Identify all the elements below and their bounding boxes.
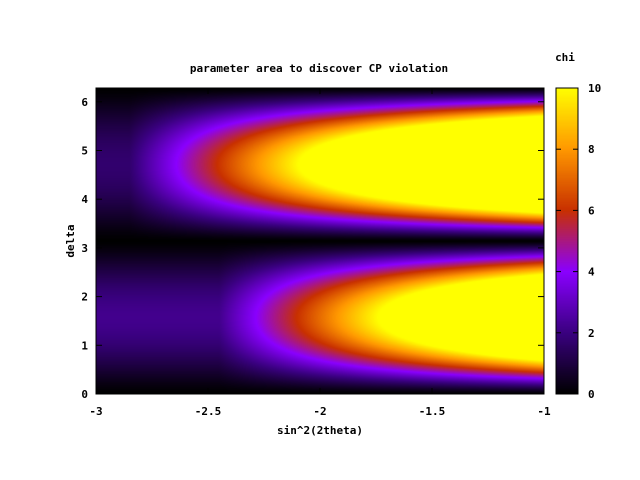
x-tick-label: -2.5 — [195, 405, 222, 418]
x-axis-label: sin^2(2theta) — [277, 424, 363, 437]
x-axis: -3 -2.5 -2 -1.5 -1 — [89, 88, 551, 418]
colorbar-tick-label: 8 — [588, 143, 595, 156]
chart-title: parameter area to discover CP violation — [190, 62, 448, 75]
x-tick-label: -3 — [89, 405, 102, 418]
colorbar-ticks: 0 2 4 6 8 10 — [556, 82, 601, 401]
y-tick-label: 0 — [81, 388, 88, 401]
heatmap-image — [96, 88, 544, 394]
plot-area — [95, 87, 545, 395]
x-tick-label: -2 — [313, 405, 326, 418]
colorbar: chi 0 2 4 6 8 10 — [555, 51, 601, 401]
colorbar-tick-label: 4 — [588, 266, 595, 279]
x-tick-label: -1 — [537, 405, 551, 418]
y-tick-label: 5 — [81, 144, 88, 157]
colorbar-tick-label: 10 — [588, 82, 601, 95]
y-tick-label: 4 — [81, 193, 88, 206]
y-axis: 0 1 2 3 4 5 6 — [81, 96, 544, 401]
colorbar-frame — [555, 87, 579, 395]
x-tick-label: -1.5 — [419, 405, 446, 418]
colorbar-gradient — [556, 88, 578, 394]
colorbar-tick-label: 6 — [588, 204, 595, 217]
colorbar-label: chi — [555, 51, 575, 64]
y-tick-label: 3 — [81, 242, 88, 255]
y-tick-label: 1 — [81, 339, 88, 352]
colorbar-tick-label: 0 — [588, 388, 595, 401]
colorbar-tick-label: 2 — [588, 327, 595, 340]
y-tick-label: 2 — [81, 291, 88, 304]
y-tick-label: 6 — [81, 96, 88, 109]
y-axis-label: delta — [64, 224, 77, 257]
